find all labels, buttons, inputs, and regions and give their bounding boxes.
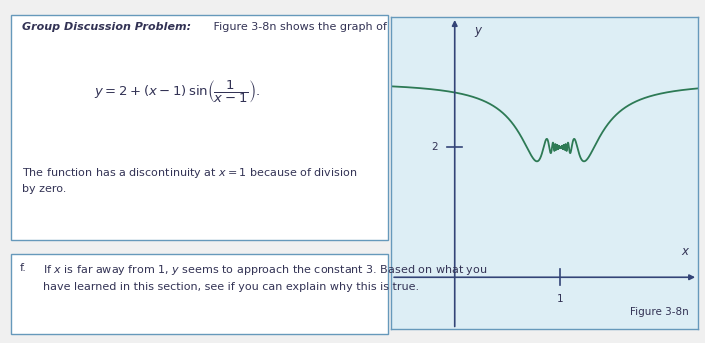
Text: 2: 2 xyxy=(431,142,438,152)
Text: The function has a discontinuity at $x = 1$ because of division
by zero.: The function has a discontinuity at $x =… xyxy=(22,166,357,194)
Text: If $x$ is far away from 1, $y$ seems to approach the constant 3. Based on what y: If $x$ is far away from 1, $y$ seems to … xyxy=(42,263,487,292)
Text: $y = 2 + (x - 1)\,\sin\!\left(\dfrac{1}{x-1}\right).$: $y = 2 + (x - 1)\,\sin\!\left(\dfrac{1}{… xyxy=(94,78,259,105)
Text: Group Discussion Problem:: Group Discussion Problem: xyxy=(22,22,191,32)
Text: Figure 3-8n shows the graph of: Figure 3-8n shows the graph of xyxy=(211,22,387,32)
Text: $y$: $y$ xyxy=(474,25,484,39)
Text: 1: 1 xyxy=(557,294,564,305)
Text: $x$: $x$ xyxy=(681,245,691,258)
FancyBboxPatch shape xyxy=(11,15,388,240)
FancyBboxPatch shape xyxy=(11,254,388,334)
Text: f.: f. xyxy=(20,263,27,273)
Text: Figure 3-8n: Figure 3-8n xyxy=(630,307,689,317)
